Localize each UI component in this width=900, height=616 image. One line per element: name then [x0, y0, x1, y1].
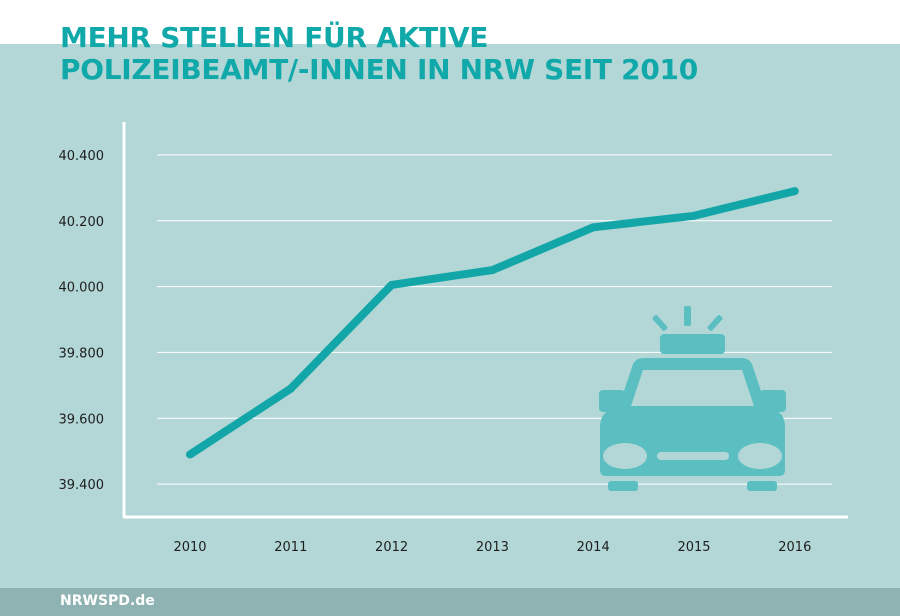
x-tick-label: 2012 [375, 540, 408, 555]
data-point [186, 450, 194, 459]
chart-title-line-2: POLIZEIBEAMT/-INNEN IN NRW SEIT 2010 [60, 53, 698, 86]
axes [122, 122, 848, 519]
gridlines [157, 154, 832, 485]
y-tick-label: 39.600 [59, 412, 105, 427]
data-point [488, 266, 497, 275]
police-car-icon [599, 306, 786, 491]
chart-title: MEHR STELLEN FÜR AKTIVE POLIZEIBEAMT/-IN… [60, 22, 698, 86]
data-point [790, 187, 799, 196]
y-tick-label: 40.400 [59, 149, 105, 164]
chart-title-line-1: MEHR STELLEN FÜR AKTIVE [60, 21, 489, 54]
y-tick-labels: 39.400 39.600 39.800 40.000 40.200 40.400 [59, 149, 105, 493]
x-tick-label: 2010 [173, 540, 206, 555]
data-point [387, 280, 396, 289]
data-points [186, 187, 799, 459]
data-point [690, 211, 698, 220]
x-tick-label: 2015 [677, 540, 710, 555]
x-tick-labels: 2010 2011 2012 2013 2014 2015 2016 [173, 540, 811, 555]
x-tick-label: 2014 [577, 540, 610, 555]
x-tick-label: 2011 [274, 540, 307, 555]
y-tick-label: 39.400 [59, 478, 105, 493]
x-tick-label: 2016 [778, 540, 811, 555]
y-tick-label: 39.800 [59, 346, 105, 361]
chart-background [0, 44, 900, 588]
y-tick-label: 40.200 [59, 215, 105, 230]
data-point [589, 223, 598, 232]
y-tick-label: 40.000 [59, 281, 105, 296]
data-point [286, 384, 295, 393]
x-tick-label: 2013 [476, 540, 509, 555]
footer-bar: NRWSPD.de [0, 588, 900, 616]
footer-logo-text[interactable]: NRWSPD.de [60, 593, 155, 609]
